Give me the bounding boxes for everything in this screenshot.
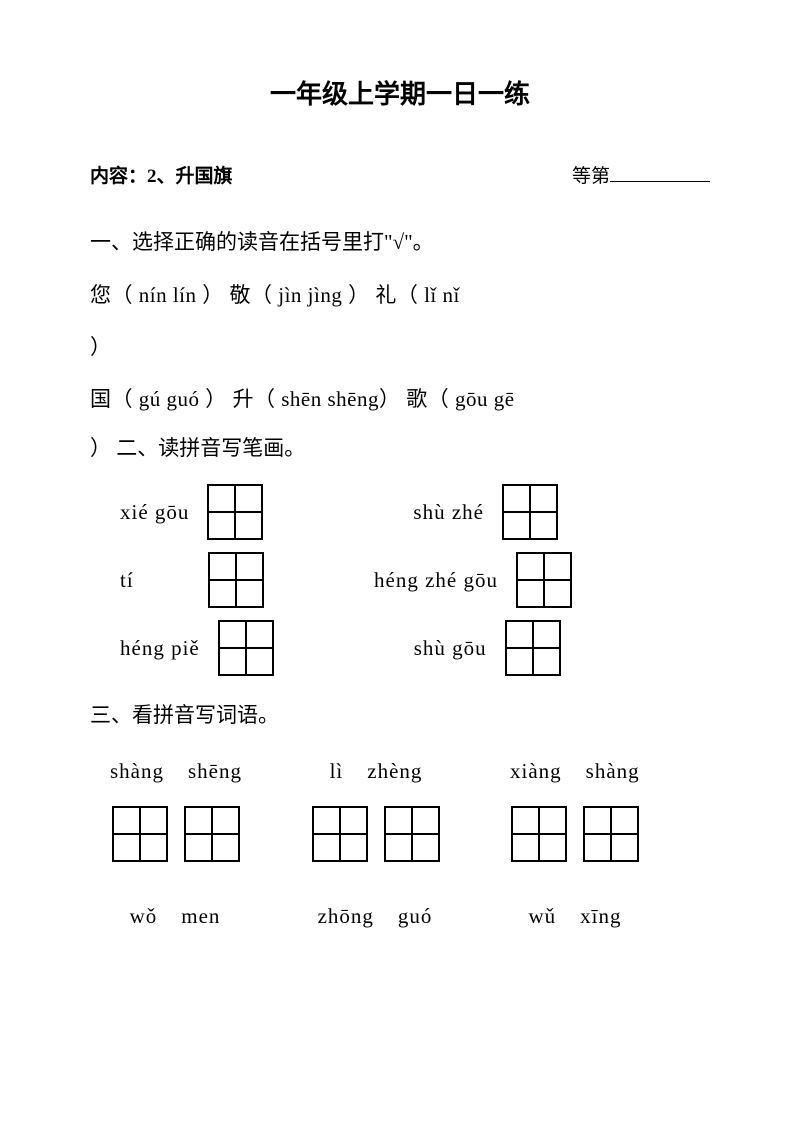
tianzige-box bbox=[583, 806, 639, 862]
stroke-label: shù zhé bbox=[413, 488, 484, 536]
word-pinyin: shēng bbox=[188, 747, 242, 795]
stroke-label: héng piě bbox=[120, 624, 200, 672]
word-pinyin: zhèng bbox=[367, 747, 422, 795]
word-pinyin: shàng bbox=[586, 747, 640, 795]
tianzige-box bbox=[505, 620, 561, 676]
word-pinyin: guó bbox=[398, 892, 433, 940]
word-pinyin: men bbox=[181, 892, 220, 940]
content-label: 内容：2、升国旗 bbox=[90, 155, 233, 199]
tianzige-box bbox=[511, 806, 567, 862]
content-value: 2、升国旗 bbox=[147, 166, 233, 187]
word-row-1: shàng shēng lì zhèng xiàng shàng bbox=[110, 747, 710, 861]
tianzige-box bbox=[208, 552, 264, 608]
grade-text: 等第 bbox=[572, 166, 610, 187]
section1-line1a: 您（ nín lín ） 敬（ jìn jìng ） 礼（ lǐ nǐ bbox=[90, 271, 710, 319]
word-pinyin: xīng bbox=[580, 892, 621, 940]
grade-label: 等第 bbox=[572, 155, 710, 199]
page-title: 一年级上学期一日一练 bbox=[90, 65, 710, 125]
stroke-label: tí bbox=[120, 556, 190, 604]
content-prefix: 内容： bbox=[90, 166, 147, 187]
tianzige-box bbox=[184, 806, 240, 862]
stroke-label: xié gōu bbox=[120, 488, 189, 536]
tianzige-box bbox=[384, 806, 440, 862]
stroke-label: héng zhé gōu bbox=[374, 556, 498, 604]
word-pinyin: zhōng bbox=[318, 892, 374, 940]
section1-line2b: ） bbox=[90, 436, 112, 460]
tianzige-box bbox=[112, 806, 168, 862]
section3-heading: 三、看拼音写词语。 bbox=[90, 691, 710, 739]
tianzige-box bbox=[207, 484, 263, 540]
tianzige-box bbox=[312, 806, 368, 862]
word-pinyin: wǒ bbox=[130, 892, 158, 940]
stroke-row-3: héng piě shù gōu bbox=[90, 620, 710, 676]
word-row-2-pinyin: wǒ men zhōng guó wǔ xīng bbox=[110, 892, 710, 940]
section1-heading: 一、选择正确的读音在括号里打"√"。 bbox=[90, 218, 710, 266]
word-group: lì zhèng bbox=[312, 747, 440, 861]
word-pinyin: wǔ bbox=[528, 892, 556, 940]
tianzige-box bbox=[218, 620, 274, 676]
tianzige-box bbox=[502, 484, 558, 540]
word-group: xiàng shàng bbox=[510, 747, 640, 861]
section2-heading: 二、读拼音写笔画。 bbox=[116, 436, 305, 460]
tianzige-box bbox=[516, 552, 572, 608]
section1-line2a: 国（ gú guó ） 升（ shēn shēng） 歌（ gōu gē bbox=[90, 375, 710, 423]
word-pinyin: lì bbox=[330, 747, 344, 795]
word-pinyin: xiàng bbox=[510, 747, 562, 795]
header-row: 内容：2、升国旗 等第 bbox=[90, 155, 710, 199]
stroke-label: shù gōu bbox=[414, 624, 487, 672]
grade-underline bbox=[610, 163, 710, 182]
section1-line1b: ） bbox=[90, 323, 710, 371]
word-group: shàng shēng bbox=[110, 747, 242, 861]
stroke-row-2: tí héng zhé gōu bbox=[90, 552, 710, 608]
word-pinyin: shàng bbox=[110, 747, 164, 795]
stroke-row-1: xié gōu shù zhé bbox=[90, 484, 710, 540]
